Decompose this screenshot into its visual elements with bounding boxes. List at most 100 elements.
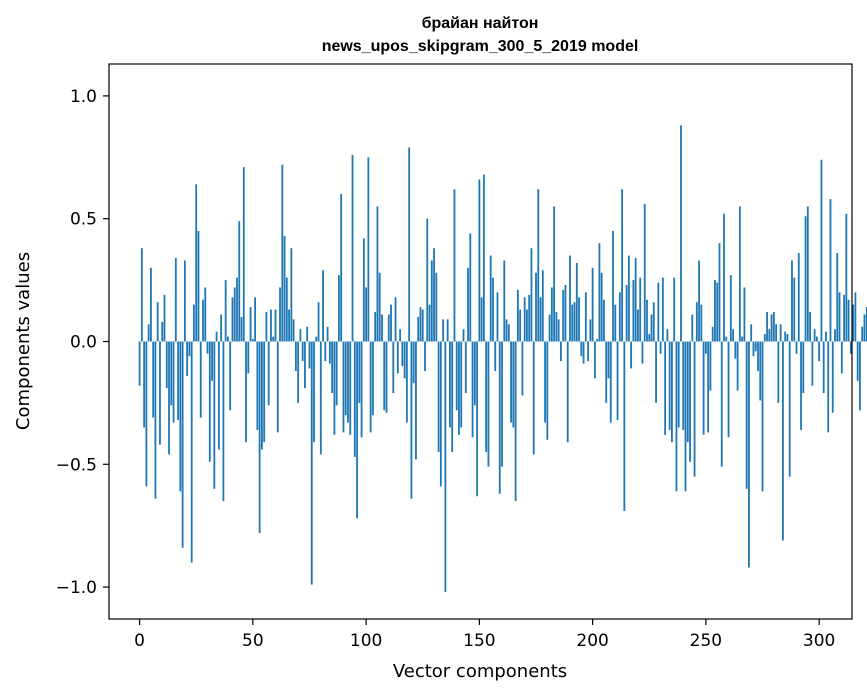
bar: [553, 206, 556, 342]
bar: [471, 341, 474, 438]
bar: [718, 243, 721, 342]
bar: [659, 341, 662, 354]
bar: [800, 341, 802, 430]
bar: [625, 285, 628, 342]
bar: [684, 341, 687, 492]
bar: [165, 341, 168, 389]
bar: [521, 341, 524, 396]
bar: [224, 280, 227, 342]
bar: [426, 218, 429, 342]
bar: [680, 125, 682, 342]
bar: [809, 312, 811, 342]
bar: [258, 341, 261, 534]
bar: [233, 287, 236, 342]
bar: [738, 206, 741, 342]
bar: [476, 341, 479, 497]
bar: [147, 324, 150, 342]
bar: [539, 297, 542, 342]
bar: [641, 341, 644, 364]
bar: [618, 292, 621, 342]
bar: [294, 341, 297, 371]
bar: [322, 270, 324, 342]
chart-title-line-2: news_upos_skipgram_300_5_2019 model: [322, 38, 639, 55]
bar: [775, 324, 778, 342]
bar: [347, 341, 349, 423]
bar: [582, 341, 585, 364]
y-tick-label: 0.0: [70, 333, 97, 353]
bar: [310, 341, 313, 585]
x-tick-label: 0: [134, 631, 145, 651]
bar: [455, 341, 458, 411]
bar: [648, 334, 651, 342]
bar: [616, 341, 619, 421]
bar: [417, 316, 420, 342]
bar: [378, 272, 381, 342]
bar: [324, 341, 327, 362]
bar: [231, 297, 234, 342]
bar: [555, 312, 558, 342]
bar: [304, 341, 306, 389]
bar: [458, 341, 460, 435]
bar: [439, 341, 442, 487]
bar: [759, 341, 762, 401]
bar: [748, 341, 750, 568]
bar: [274, 309, 277, 342]
bar: [428, 304, 431, 342]
bar: [442, 319, 445, 342]
bar: [757, 341, 759, 371]
bar: [834, 329, 836, 342]
bar: [188, 341, 191, 357]
bar: [319, 341, 322, 455]
bar: [415, 341, 417, 460]
bar: [419, 307, 422, 342]
bar: [612, 230, 614, 342]
bar: [845, 213, 848, 342]
bar: [528, 294, 531, 342]
bar: [782, 341, 784, 541]
chart-title-line-1: брайан найтон: [422, 15, 539, 32]
bar: [652, 302, 655, 342]
bar: [421, 309, 424, 342]
bar: [353, 341, 356, 457]
x-tick-label: 250: [690, 631, 722, 651]
bar: [573, 302, 576, 342]
bar: [297, 341, 300, 403]
bar: [537, 189, 540, 342]
bar: [505, 319, 508, 342]
x-tick-label: 150: [463, 631, 495, 651]
bar: [578, 297, 580, 342]
bar: [444, 341, 447, 592]
bar: [313, 341, 315, 443]
bar: [181, 341, 184, 548]
bar: [451, 341, 454, 453]
bar: [267, 341, 270, 406]
bar: [460, 341, 463, 428]
bar: [507, 324, 510, 342]
bar: [369, 341, 372, 433]
bar: [514, 341, 517, 502]
bar: [734, 341, 737, 359]
bar: [317, 302, 320, 342]
bar: [637, 309, 639, 342]
bar: [281, 164, 284, 342]
bar: [208, 341, 211, 462]
bar: [143, 341, 146, 428]
bar: [593, 341, 596, 379]
bar: [453, 189, 456, 342]
bar: [704, 341, 707, 354]
bar: [548, 314, 551, 342]
y-tick-label: −1.0: [56, 578, 97, 598]
bar: [168, 341, 170, 455]
bar: [410, 341, 413, 499]
bar: [333, 341, 336, 435]
bar: [811, 341, 814, 386]
bar: [632, 280, 635, 342]
bar: [412, 341, 415, 384]
bar: [822, 341, 825, 394]
bar: [736, 341, 739, 391]
bar: [661, 277, 664, 342]
bar: [242, 167, 245, 342]
bar: [720, 341, 723, 467]
bar: [315, 336, 318, 342]
bar: [213, 341, 216, 489]
